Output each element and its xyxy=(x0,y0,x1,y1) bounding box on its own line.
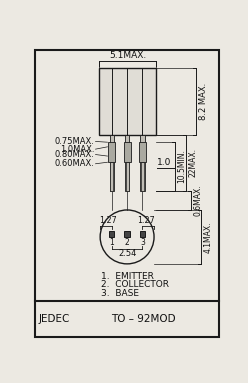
Text: TO – 92MOD: TO – 92MOD xyxy=(111,314,176,324)
Text: 3.  BASE: 3. BASE xyxy=(101,288,139,298)
Bar xyxy=(140,231,145,237)
Text: 8.2 MAX.: 8.2 MAX. xyxy=(199,82,208,119)
Text: 22MAX.: 22MAX. xyxy=(188,148,197,177)
Bar xyxy=(110,134,114,191)
Text: 0.80MAX.: 0.80MAX. xyxy=(55,150,95,159)
Bar xyxy=(124,231,130,237)
Bar xyxy=(110,162,113,191)
Text: 0.60MAX.: 0.60MAX. xyxy=(55,159,95,168)
Text: 4.1MAX.: 4.1MAX. xyxy=(203,221,213,253)
Bar xyxy=(109,231,114,237)
Bar xyxy=(139,142,146,162)
Bar xyxy=(124,142,130,162)
Text: 2.  COLLECTOR: 2. COLLECTOR xyxy=(101,280,169,289)
Text: JEDEC: JEDEC xyxy=(39,314,70,324)
Text: 1.  EMITTER: 1. EMITTER xyxy=(101,272,154,281)
Bar xyxy=(140,134,145,191)
Text: 0.6MAX.: 0.6MAX. xyxy=(193,185,202,216)
Text: 3: 3 xyxy=(140,238,145,247)
Text: 2: 2 xyxy=(125,238,129,247)
Bar xyxy=(108,142,115,162)
Bar xyxy=(99,67,156,134)
Text: 1.27: 1.27 xyxy=(99,216,117,225)
Text: 0.75MAX.: 0.75MAX. xyxy=(55,137,95,146)
Text: 1.0MAX.: 1.0MAX. xyxy=(60,145,95,154)
Bar xyxy=(141,162,144,191)
Text: 5.1MAX.: 5.1MAX. xyxy=(109,51,147,60)
Text: 1.27: 1.27 xyxy=(137,216,155,225)
Text: 1: 1 xyxy=(109,238,114,247)
Bar xyxy=(125,134,129,191)
Bar xyxy=(125,162,129,191)
Text: 10.5MIN.: 10.5MIN. xyxy=(177,149,186,183)
Text: 2.54: 2.54 xyxy=(118,249,136,259)
Text: 1.0: 1.0 xyxy=(157,158,171,167)
